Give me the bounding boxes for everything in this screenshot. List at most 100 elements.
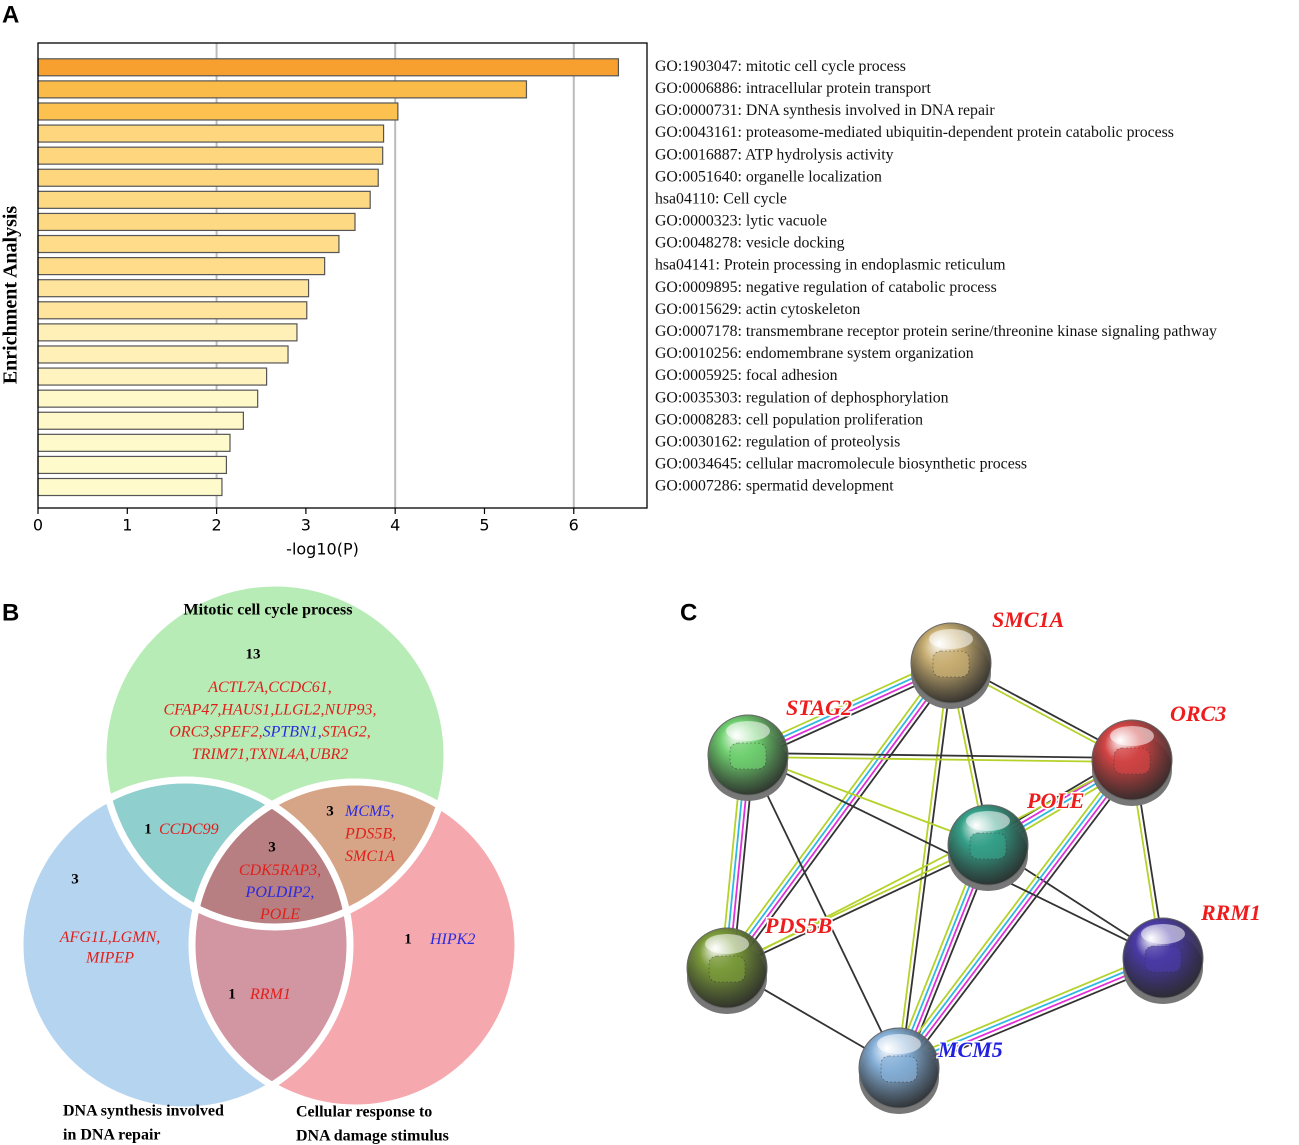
region-count: 3 (326, 803, 334, 819)
bar (37, 345, 289, 364)
x-tick-label: 2 (211, 516, 221, 535)
gene-line: ACTL7A,CCDC61, (207, 679, 332, 696)
node-highlight (1110, 726, 1154, 746)
gene: SPEF2, (213, 723, 262, 740)
node-label: MCM5 (937, 1037, 1003, 1062)
gene: HIPK2 (429, 931, 475, 948)
edge (721, 658, 947, 965)
bar (37, 124, 385, 143)
category-label: GO:1903047: mitotic cell cycle process (655, 58, 906, 75)
bar (37, 301, 308, 320)
gene: AFG1L, (59, 929, 112, 946)
node-structure (880, 1055, 918, 1083)
region-count: 13 (246, 646, 261, 662)
edge (731, 666, 957, 973)
region-count: 1 (228, 986, 236, 1002)
gene: RRM1 (249, 986, 291, 1003)
edge (727, 845, 990, 971)
gene: CCDC99 (159, 821, 219, 838)
set-title: in DNA repair (63, 1127, 160, 1144)
gene-line: POLE (259, 906, 300, 923)
node-highlight (929, 629, 973, 649)
category-label: GO:0009895: negative regulation of catab… (655, 279, 997, 296)
gene-line: SMC1A (345, 848, 395, 865)
node-label: PDS5B (764, 913, 832, 938)
edge (903, 763, 1138, 1073)
category-label: GO:0034645: cellular macromolecule biosy… (655, 456, 1027, 473)
venn-outline (188, 778, 522, 1112)
x-tick-label: 1 (122, 516, 132, 535)
edge (900, 962, 1166, 1075)
bar (37, 146, 384, 165)
bar (37, 168, 379, 187)
edge (747, 756, 1132, 763)
gene-line: CCDC99 (159, 821, 219, 838)
bar (37, 212, 356, 232)
bar (37, 477, 223, 497)
node-highlight (1141, 924, 1185, 944)
gene: ORC3, (169, 723, 213, 740)
node-highlight (966, 811, 1010, 831)
node-highlight (705, 934, 749, 954)
panel-label: B (2, 599, 19, 626)
category-label: GO:0010256: endomembrane system organiza… (655, 345, 974, 362)
node-structure (708, 955, 746, 983)
gene-line: HIPK2 (429, 931, 475, 948)
bar (37, 455, 228, 475)
set-title: Mitotic cell cycle process (184, 602, 353, 619)
edge (896, 662, 950, 1068)
bar (37, 367, 268, 386)
edge (748, 752, 1133, 759)
category-label: GO:0030162: regulation of proteolysis (655, 433, 900, 450)
gene: NUP93, (324, 701, 377, 718)
gene: SPTBN1, (263, 723, 322, 740)
gene-line: MIPEP (85, 949, 134, 966)
edge (896, 758, 1132, 1068)
venn-diagram: Mitotic cell cycle process DNA synthesis … (16, 579, 522, 1145)
x-tick-label: 3 (301, 516, 311, 535)
plot-frame (37, 42, 648, 509)
bar (37, 234, 340, 254)
bar (37, 433, 231, 452)
edge (893, 755, 1128, 1065)
gene: POLDIP2, (245, 884, 315, 901)
node-label: RRM1 (1200, 900, 1261, 925)
x-tick-label: 0 (33, 516, 43, 535)
node-label: POLE (1026, 788, 1084, 813)
gene: LGMN, (111, 929, 160, 946)
gene: ACTL7A, (207, 679, 268, 696)
region-count: 1 (144, 821, 152, 837)
bar (37, 102, 399, 121)
node-label: SMC1A (992, 607, 1064, 632)
gene-line: CDK5RAP3, (239, 862, 321, 879)
edge (896, 951, 1162, 1064)
region-count: 1 (404, 931, 412, 947)
set-title: DNA synthesis involved (63, 1103, 224, 1120)
gene: CDK5RAP3, (239, 862, 321, 879)
node-structure (1113, 747, 1151, 775)
edge (724, 661, 951, 968)
node-highlight (726, 721, 770, 741)
category-label: GO:0016887: ATP hydrolysis activity (655, 146, 894, 163)
category-label: hsa04141: Protein processing in endoplas… (655, 257, 1006, 274)
category-label: GO:0008283: cell population proliferatio… (655, 411, 923, 428)
node-structure (932, 650, 970, 678)
x-tick-label: 4 (390, 516, 400, 535)
gene-line: MCM5, (344, 803, 394, 820)
edge (899, 760, 1135, 1070)
gene: CCDC61, (268, 679, 332, 696)
bar-chart: GO:1903047: mitotic cell cycle process GO… (0, 42, 1217, 559)
gene: STAG2, (322, 723, 371, 740)
bar (37, 279, 310, 298)
gene: UBR2 (309, 746, 348, 763)
gene-line: RRM1 (249, 986, 291, 1003)
gene-line: ORC3,SPEF2,SPTBN1,STAG2, (169, 723, 371, 740)
category-label: GO:0048278: vesicle docking (655, 235, 845, 252)
node-label: ORC3 (1170, 701, 1226, 726)
gene: MIPEP (85, 949, 134, 966)
gene: TRIM71, (192, 746, 249, 763)
gene: SMC1A (345, 848, 395, 865)
venn-outline (16, 776, 354, 1114)
y-axis-label: Enrichment Analysis (0, 206, 22, 385)
